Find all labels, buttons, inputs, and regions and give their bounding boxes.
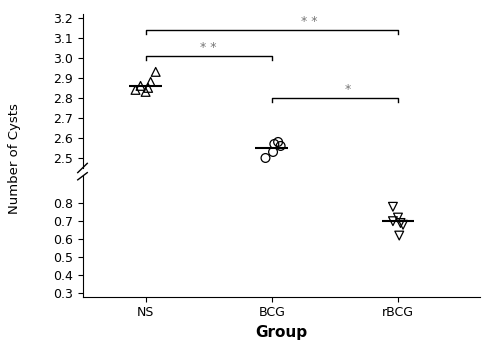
- X-axis label: Group: Group: [255, 325, 308, 340]
- Point: [144, 85, 152, 91]
- Point: [389, 204, 397, 209]
- Point: [394, 215, 402, 220]
- Text: *: *: [344, 83, 350, 96]
- Point: [399, 222, 407, 228]
- Point: [262, 155, 270, 161]
- Point: [389, 218, 397, 224]
- Point: [142, 89, 150, 95]
- Point: [269, 149, 277, 155]
- Text: * *: * *: [200, 41, 217, 54]
- Point: [395, 233, 403, 238]
- Point: [276, 143, 284, 149]
- Point: [136, 83, 144, 89]
- Point: [396, 220, 404, 226]
- Point: [270, 141, 278, 147]
- Text: * *: * *: [302, 15, 318, 28]
- Point: [146, 79, 154, 85]
- Point: [132, 87, 140, 93]
- Text: Number of Cysts: Number of Cysts: [8, 103, 22, 214]
- Point: [152, 69, 160, 75]
- Point: [274, 139, 282, 145]
